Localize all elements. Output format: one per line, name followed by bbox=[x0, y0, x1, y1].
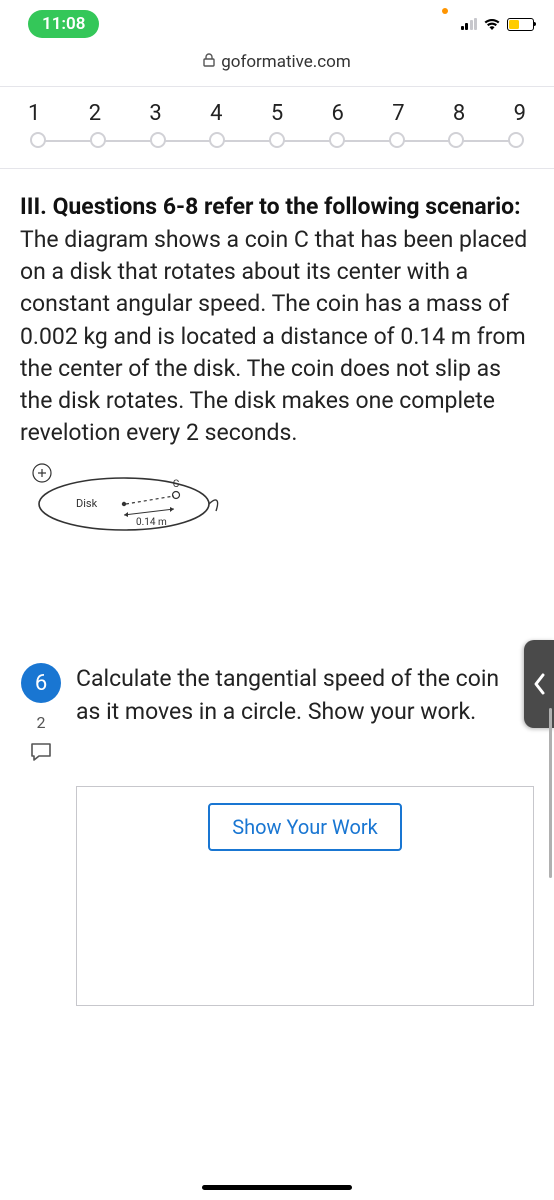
nav-dot[interactable] bbox=[150, 132, 166, 148]
cellular-signal-icon bbox=[461, 18, 478, 30]
nav-number[interactable]: 7 bbox=[392, 101, 404, 126]
nav-number[interactable]: 9 bbox=[514, 101, 526, 126]
nav-number[interactable]: 2 bbox=[89, 101, 101, 126]
response-count: 2 bbox=[37, 713, 46, 732]
question-navigator: 1 2 3 4 5 6 7 8 9 bbox=[0, 86, 554, 169]
wifi-icon bbox=[483, 18, 501, 31]
home-indicator[interactable] bbox=[202, 1185, 352, 1190]
content-area: III. Questions 6-8 refer to the followin… bbox=[0, 169, 554, 1006]
nav-dot[interactable] bbox=[389, 132, 405, 148]
nav-number[interactable]: 6 bbox=[332, 101, 344, 126]
status-bar: 11:08 bbox=[0, 0, 554, 44]
nav-dot[interactable] bbox=[448, 132, 464, 148]
nav-dot[interactable] bbox=[269, 132, 285, 148]
question-number-badge: 6 bbox=[21, 663, 61, 703]
nav-number[interactable]: 8 bbox=[453, 101, 465, 126]
coin-label: C bbox=[173, 479, 180, 490]
time-pill[interactable]: 11:08 bbox=[28, 10, 99, 38]
scroll-indicator bbox=[549, 708, 552, 878]
status-icons bbox=[461, 18, 535, 31]
disk-diagram: C Disk 0.14 m bbox=[24, 459, 534, 543]
question-text: Calculate the tangential speed of the co… bbox=[76, 663, 528, 766]
nav-number[interactable]: 3 bbox=[149, 101, 161, 126]
nav-dot[interactable] bbox=[30, 132, 46, 148]
scenario-title: III. Questions 6-8 refer to the followin… bbox=[20, 191, 534, 222]
scenario-body: The diagram shows a coin C that has been… bbox=[20, 224, 534, 449]
nav-dot[interactable] bbox=[209, 132, 225, 148]
show-your-work-button[interactable]: Show Your Work bbox=[208, 803, 402, 851]
nav-dot[interactable] bbox=[90, 132, 106, 148]
lock-icon bbox=[203, 53, 215, 71]
url-text: goformative.com bbox=[221, 52, 351, 72]
nav-number[interactable]: 1 bbox=[28, 101, 40, 126]
answer-area[interactable]: Show Your Work bbox=[76, 786, 534, 1006]
recording-indicator-icon bbox=[442, 8, 448, 14]
browser-url-bar[interactable]: goformative.com bbox=[0, 44, 554, 86]
disk-label: Disk bbox=[76, 497, 98, 510]
nav-number[interactable]: 4 bbox=[210, 101, 222, 126]
nav-dot[interactable] bbox=[508, 132, 524, 148]
nav-number[interactable]: 5 bbox=[271, 101, 283, 126]
comment-icon[interactable] bbox=[30, 742, 52, 766]
nav-dot[interactable] bbox=[329, 132, 345, 148]
battery-icon bbox=[507, 18, 534, 31]
question-block: 6 2 Calculate the tangential speed of th… bbox=[20, 663, 534, 766]
distance-label: 0.14 m bbox=[136, 517, 167, 528]
